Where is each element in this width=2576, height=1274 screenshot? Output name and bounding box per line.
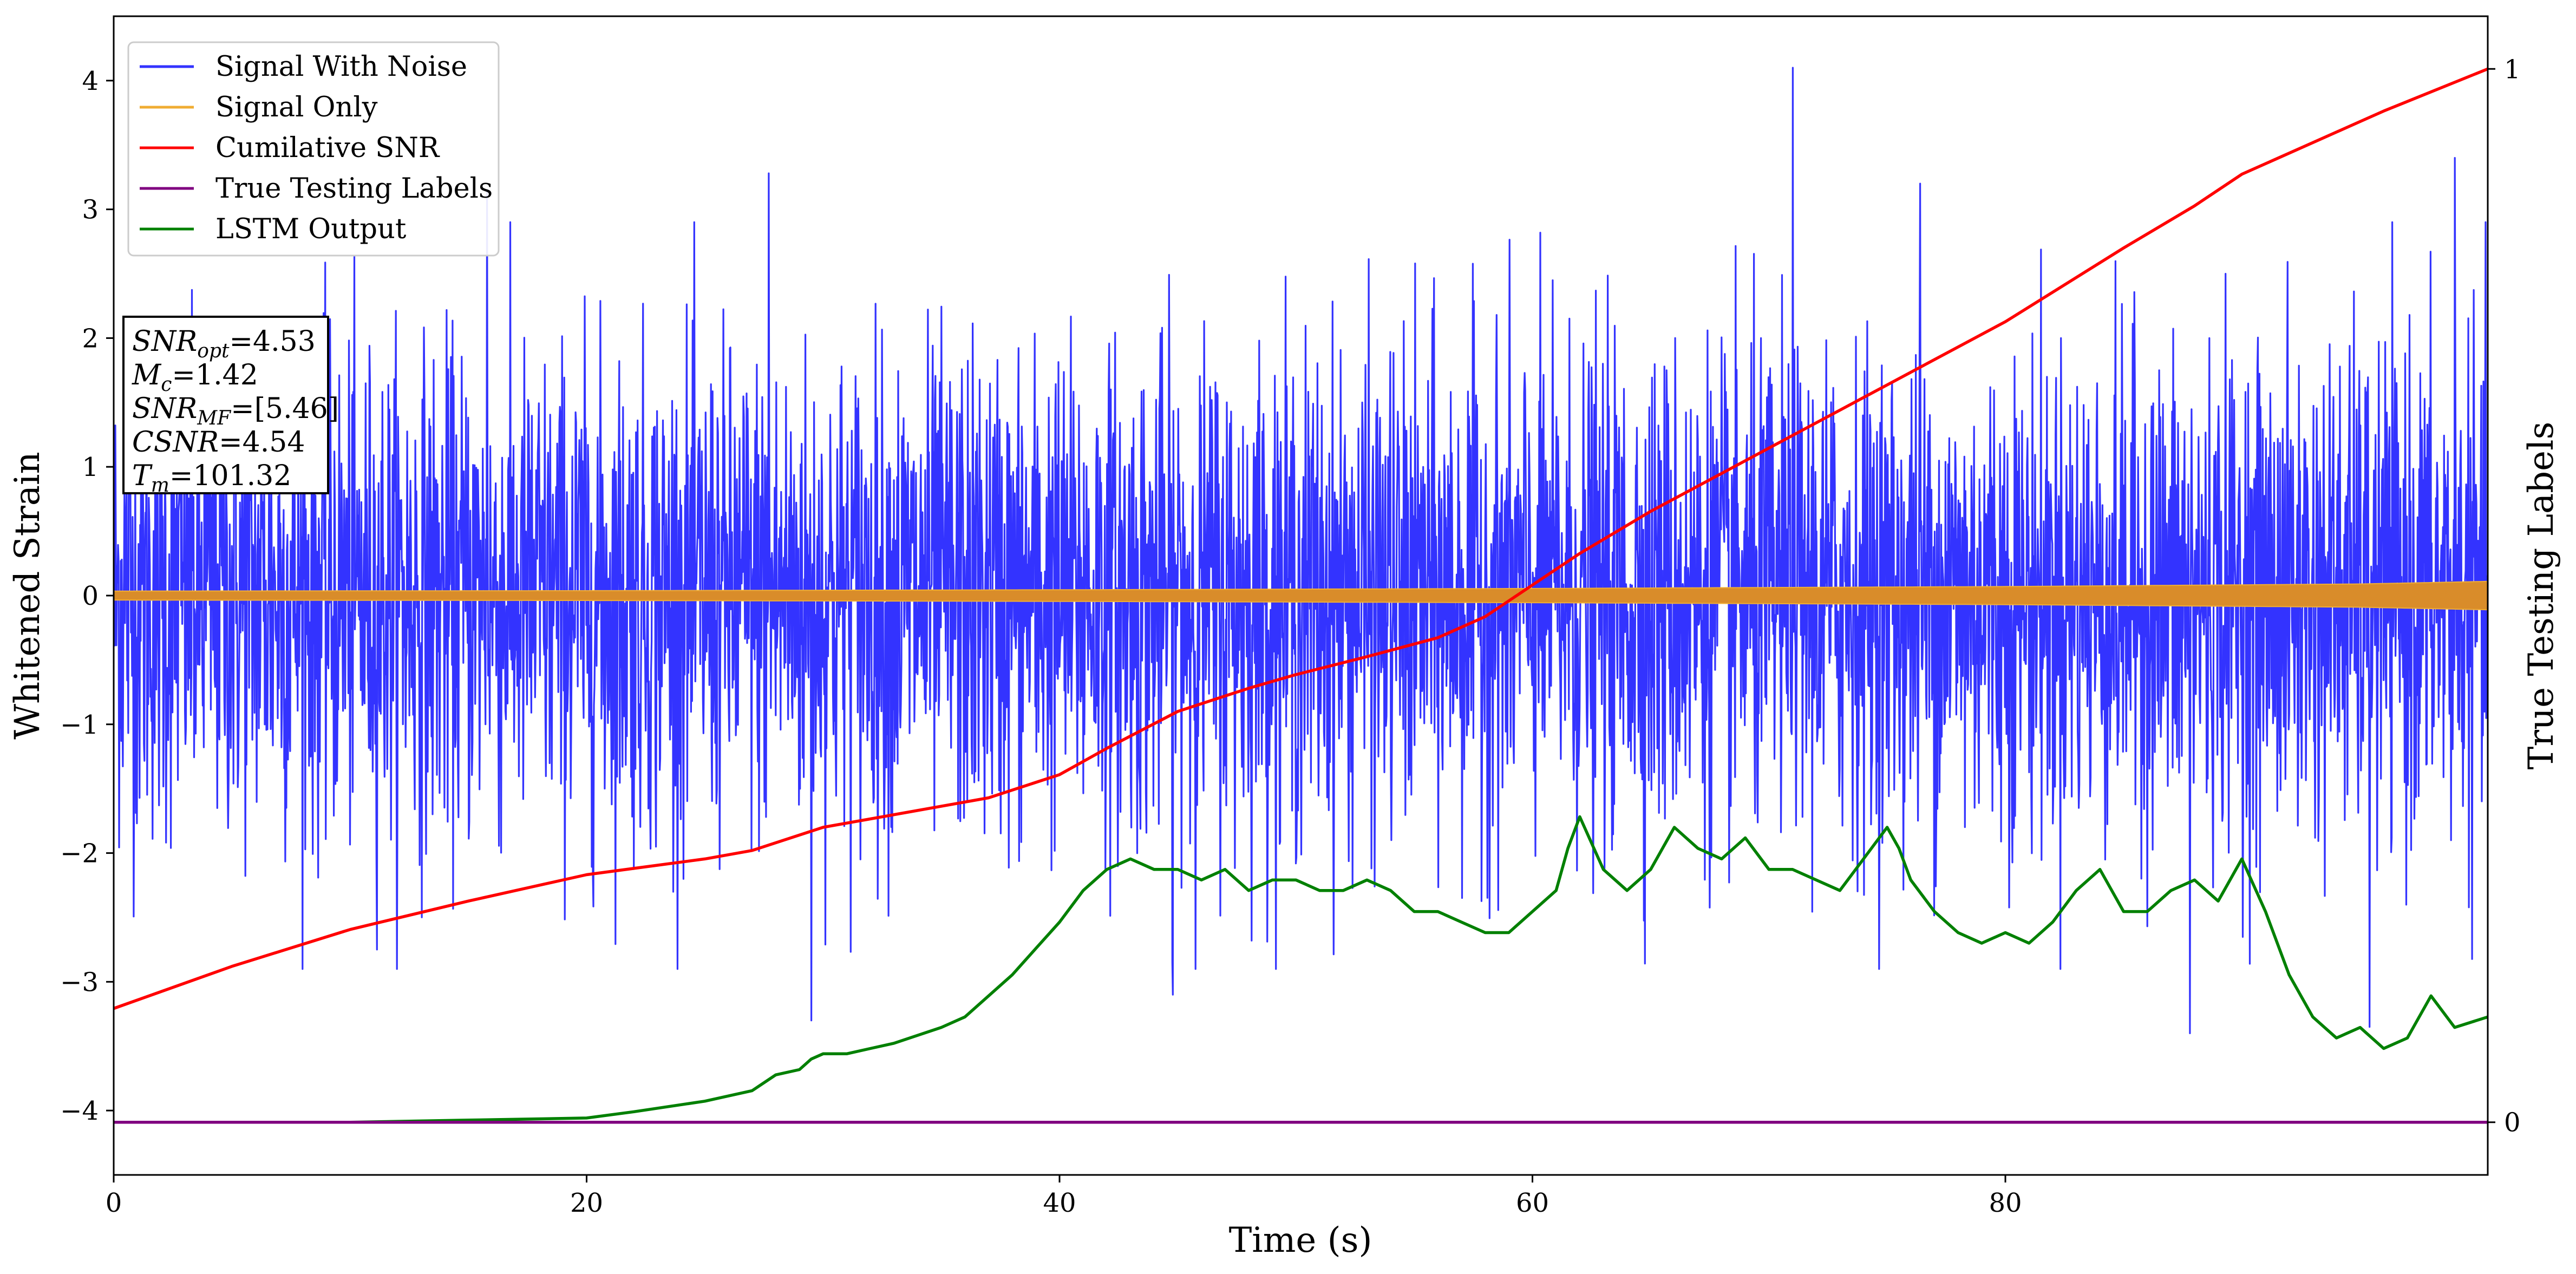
y-tick-label--2: −2 — [60, 839, 99, 869]
series-lstm-output — [114, 815, 2488, 1124]
x-axis-label: Time (s) — [1229, 1220, 1372, 1260]
info-box-frame — [122, 316, 329, 494]
y2-tick-label-0: 0 — [2504, 1108, 2521, 1138]
series-cumilative-snr — [114, 67, 2488, 1010]
y2-axis-label: True Testing Labels — [2521, 422, 2561, 770]
plot-area — [114, 67, 2488, 1124]
legend-label-signal-only: Signal Only — [215, 92, 378, 123]
legend-frame — [127, 41, 500, 257]
x-tick-label-0: 0 — [106, 1188, 122, 1218]
legend-label-true-testing-labels: True Testing Labels — [215, 173, 493, 205]
info-mc: Mc=1.42 — [132, 359, 258, 396]
legend: Signal With Noise Signal Only Cumilative… — [127, 41, 500, 257]
y-tick-label-0: 0 — [82, 581, 99, 611]
y-tick-label-1: 1 — [82, 452, 99, 482]
y-tick-label-2: 2 — [82, 323, 99, 354]
y2-tick-label-1: 1 — [2504, 54, 2521, 84]
y-tick-label--1: −1 — [60, 710, 99, 740]
legend-label-signal-with-noise: Signal With Noise — [215, 51, 467, 83]
y-tick-label-3: 3 — [82, 195, 99, 225]
y-tick-label--3: −3 — [60, 967, 99, 997]
y-tick-label-4: 4 — [82, 66, 99, 96]
series-signal-only — [114, 580, 2488, 611]
info-box: SNRopt=4.53 Mc=1.42 SNRMF=[5.46] CSNR=4.… — [122, 316, 339, 496]
y-tick-label--4: −4 — [60, 1096, 99, 1126]
x-tick-label-80: 80 — [1989, 1188, 2022, 1218]
legend-label-lstm-output: LSTM Output — [215, 213, 407, 245]
x-tick-label-20: 20 — [570, 1188, 603, 1218]
y-axis-label: Whitened Strain — [8, 452, 48, 739]
info-csnr: CSNR=4.54 — [132, 426, 305, 459]
info-snr-mf: SNRMF=[5.46] — [132, 393, 339, 429]
legend-label-cumilative-snr: Cumilative SNR — [215, 132, 440, 164]
x-tick-label-60: 60 — [1516, 1188, 1549, 1218]
x-tick-label-40: 40 — [1043, 1188, 1076, 1218]
